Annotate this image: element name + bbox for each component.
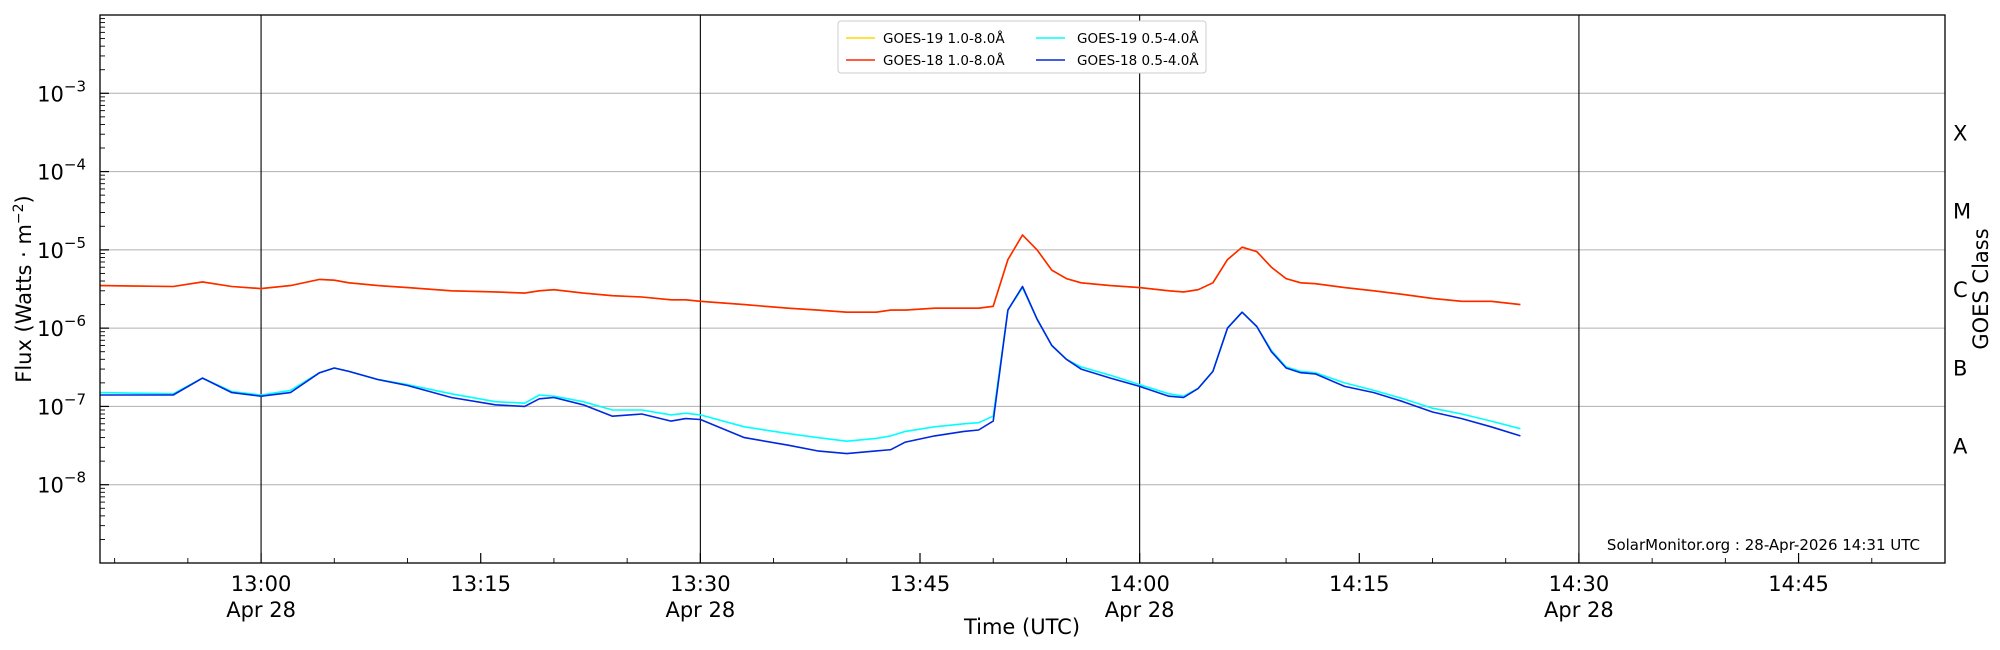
x-tick-label: 13:15 [450,572,511,596]
legend-label-goes19-long: GOES-19 1.0-8.0Å [883,30,1005,47]
grid-layer [100,92,1945,486]
y-axis-label: Flux (Watts · m−2) [11,195,36,383]
y-tick-label: 10−3 [37,77,86,106]
x-tick-label: 13:00 [231,572,292,596]
goes-class-label: B [1953,356,1967,380]
x-tick-label: 14:00 [1109,572,1170,596]
y-axis-ticks: 10−810−710−610−510−410−3 [37,18,109,540]
y-tick-exponent: −4 [64,156,86,174]
y-tick-exponent: −8 [64,469,86,487]
y-tick-exponent: −6 [64,312,86,330]
x-tick-date-label: Apr 28 [226,598,296,622]
y-axis-label-main: Flux (Watts · m [12,224,36,383]
x-tick-label: 13:30 [670,572,731,596]
x-tick-date-label: Apr 28 [665,598,735,622]
goes-class-label: M [1953,200,1971,224]
legend-label-goes18-short: GOES-18 0.5-4.0Å [1077,52,1199,69]
day-vertical-lines [260,15,1580,563]
y-axis-label-exponent: −2 [11,203,27,224]
series-line-1 [99,234,1521,314]
y-tick-base: 10 [37,474,64,498]
y-tick-base: 10 [37,395,64,419]
y-tick-exponent: −3 [64,77,86,95]
x-tick-date-label: Apr 28 [1544,598,1614,622]
right-axis-label: GOES Class [1969,228,1993,349]
y-axis-label-close: ) [12,195,36,203]
series-line-2 [99,286,1521,443]
legend-box [837,20,1207,74]
series-line-0 [99,234,1521,314]
legend: GOES-19 1.0-8.0Å GOES-18 1.0-8.0Å GOES-1… [837,20,1207,74]
y-tick-base: 10 [37,161,64,185]
y-tick-label: 10−7 [37,390,86,419]
x-tick-date-label: Apr 28 [1105,598,1175,622]
x-tick-label: 14:30 [1549,572,1610,596]
source-annotation: SolarMonitor.org : 28-Apr-2026 14:31 UTC [1607,536,1920,554]
y-tick-label: 10−5 [37,234,86,263]
legend-label-goes18-long: GOES-18 1.0-8.0Å [883,52,1005,69]
y-tick-label: 10−8 [37,469,86,498]
x-axis-label: Time (UTC) [963,615,1080,639]
series-line-3 [100,285,1521,455]
y-tick-label: 10−6 [37,312,86,341]
x-tick-label: 14:15 [1329,572,1390,596]
y-tick-exponent: −7 [64,390,86,408]
y-tick-base: 10 [37,317,64,341]
goes-class-label: A [1953,435,1968,459]
goes-class-label: X [1953,121,1967,145]
y-tick-exponent: −5 [64,234,86,252]
plot-frame [99,14,1946,564]
goes-class-label: C [1953,278,1968,302]
y-tick-label: 10−4 [37,156,86,185]
series-layer [99,234,1521,455]
legend-label-goes19-short: GOES-19 0.5-4.0Å [1077,30,1199,47]
goes-class-axis: A B C M X [1953,121,1971,458]
x-tick-label: 14:45 [1768,572,1829,596]
y-tick-base: 10 [37,82,64,106]
y-tick-base: 10 [37,239,64,263]
x-tick-label: 13:45 [890,572,951,596]
